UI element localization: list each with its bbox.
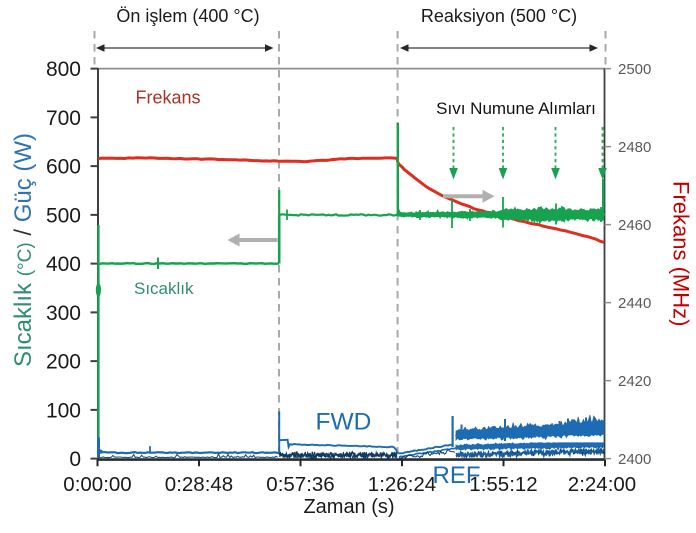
svg-text:100: 100 xyxy=(46,399,81,422)
svg-text:Frekans: Frekans xyxy=(136,88,201,108)
svg-text:700: 700 xyxy=(46,107,81,130)
svg-text:0:28:48: 0:28:48 xyxy=(165,473,233,496)
svg-text:2440: 2440 xyxy=(618,295,651,312)
svg-text:2460: 2460 xyxy=(618,217,651,234)
svg-text:200: 200 xyxy=(46,351,81,374)
svg-text:400: 400 xyxy=(46,253,81,276)
svg-text:800: 800 xyxy=(46,58,81,81)
svg-text:0: 0 xyxy=(69,448,81,471)
svg-text:Frekans (MHz): Frekans (MHz) xyxy=(669,181,694,326)
svg-text:0:57:36: 0:57:36 xyxy=(266,473,334,496)
svg-text:500: 500 xyxy=(46,204,81,227)
svg-text:2500: 2500 xyxy=(618,61,651,78)
svg-text:Sıvı Numune Alımları: Sıvı Numune Alımları xyxy=(436,99,596,118)
svg-text:FWD: FWD xyxy=(316,409,372,436)
svg-text:1:26:24: 1:26:24 xyxy=(368,473,436,496)
svg-text:300: 300 xyxy=(46,302,81,325)
svg-text:Sıcaklık: Sıcaklık xyxy=(134,279,194,298)
svg-text:2420: 2420 xyxy=(618,373,651,390)
svg-text:REF: REF xyxy=(433,462,481,489)
svg-text:Reaksiyon (500 °C): Reaksiyon (500 °C) xyxy=(421,6,577,26)
svg-text:2:24:00: 2:24:00 xyxy=(568,473,636,496)
svg-text:2400: 2400 xyxy=(618,451,651,468)
svg-text:Ön işlem (400 °C): Ön işlem (400 °C) xyxy=(116,6,259,26)
svg-text:Zaman (s): Zaman (s) xyxy=(303,496,394,518)
svg-text:1:55:12: 1:55:12 xyxy=(469,473,537,496)
svg-text:600: 600 xyxy=(46,156,81,179)
svg-text:0:00:00: 0:00:00 xyxy=(63,473,131,496)
svg-text:Sıcaklık (°C) / Güç (W): Sıcaklık (°C) / Güç (W) xyxy=(10,133,37,367)
svg-text:2480: 2480 xyxy=(618,139,651,156)
